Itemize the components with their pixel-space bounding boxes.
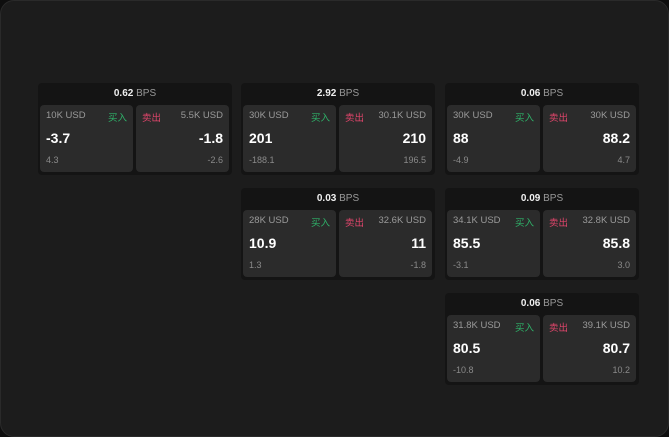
buy-label: 买入 [310, 113, 330, 124]
ask-size: 5.5K USD [180, 110, 223, 121]
spread-header: 0.06 BPS [445, 83, 639, 104]
buy-label: 买入 [107, 113, 127, 124]
spread-unit: BPS [543, 88, 564, 99]
buy-label: 买入 [310, 218, 330, 229]
ask-price: 85.8 [602, 235, 630, 251]
bid-change: -3.1 [453, 260, 469, 270]
bid-change: -10.8 [453, 365, 474, 375]
bid-change: -4.9 [453, 155, 469, 165]
spread-header: 0.62 BPS [38, 83, 232, 104]
buy-quote-button[interactable]: 28K USD 买入 10.9 1.3 [243, 210, 336, 277]
bid-size: 31.8K USD [453, 320, 501, 331]
bid-price: 10.9 [249, 235, 277, 251]
ask-change: -1.8 [410, 260, 426, 270]
sell-quote-button[interactable]: 卖出 5.5K USD -1.8 -2.6 [136, 105, 229, 172]
ask-size: 39.1K USD [582, 320, 630, 331]
buy-label: 买入 [514, 218, 534, 229]
ask-price: 11 [411, 235, 426, 251]
sell-label: 卖出 [549, 113, 569, 124]
bid-size: 34.1K USD [453, 215, 501, 226]
bid-price: 80.5 [453, 340, 481, 356]
spread-value: 2.92 [316, 88, 337, 99]
sell-quote-button[interactable]: 卖出 32.8K USD 85.8 3.0 [543, 210, 636, 277]
buy-quote-button[interactable]: 31.8K USD 买入 80.5 -10.8 [447, 315, 540, 382]
ask-change: 3.0 [617, 260, 630, 270]
ask-size: 30.1K USD [378, 110, 426, 121]
quote-panel: 0.03 BPS 28K USD 买入 10.9 1.3 卖出 32.6K USD … [241, 188, 435, 280]
spread-value: 0.06 [520, 88, 541, 99]
spread-unit: BPS [543, 298, 564, 309]
quote-panel: 0.06 BPS 31.8K USD 买入 80.5 -10.8 卖出 39.1K … [445, 293, 639, 385]
bid-size: 10K USD [46, 110, 86, 121]
buy-quote-button[interactable]: 30K USD 买入 88 -4.9 [447, 105, 540, 172]
spread-header: 0.03 BPS [241, 188, 435, 209]
sell-label: 卖出 [142, 113, 162, 124]
ask-size: 32.6K USD [378, 215, 426, 226]
ask-size: 32.8K USD [582, 215, 630, 226]
spread-unit: BPS [136, 88, 157, 99]
buy-quote-button[interactable]: 34.1K USD 买入 85.5 -3.1 [447, 210, 540, 277]
bid-size: 28K USD [249, 215, 289, 226]
quote-panel: 0.09 BPS 34.1K USD 买入 85.5 -3.1 卖出 32.8K U… [445, 188, 639, 280]
ask-price: -1.8 [198, 130, 223, 146]
buy-quote-button[interactable]: 10K USD 买入 -3.7 4.3 [40, 105, 133, 172]
bid-price: 85.5 [453, 235, 481, 251]
bid-price: 201 [249, 130, 273, 146]
bid-price: 88 [453, 130, 469, 146]
ask-price: 210 [402, 130, 426, 146]
sell-label: 卖出 [345, 218, 365, 229]
spread-unit: BPS [339, 88, 360, 99]
spread-value: 0.06 [520, 298, 541, 309]
spread-header: 0.06 BPS [445, 293, 639, 314]
ask-size: 30K USD [590, 110, 630, 121]
quote-panel: 0.62 BPS 10K USD 买入 -3.7 4.3 卖出 5.5K USD -… [38, 83, 232, 175]
buy-quote-button[interactable]: 30K USD 买入 201 -188.1 [243, 105, 336, 172]
ask-change: 196.5 [403, 155, 426, 165]
spread-unit: BPS [543, 193, 564, 204]
buy-label: 买入 [514, 113, 534, 124]
bid-change: 1.3 [249, 260, 262, 270]
sell-quote-button[interactable]: 卖出 30K USD 88.2 4.7 [543, 105, 636, 172]
bid-size: 30K USD [249, 110, 289, 121]
ask-price: 80.7 [602, 340, 630, 356]
sell-quote-button[interactable]: 卖出 30.1K USD 210 196.5 [339, 105, 432, 172]
ask-change: 4.7 [617, 155, 630, 165]
bid-change: -188.1 [249, 155, 275, 165]
bid-size: 30K USD [453, 110, 493, 121]
ask-change: 10.2 [612, 365, 630, 375]
sell-label: 卖出 [345, 113, 365, 124]
ask-change: -2.6 [207, 155, 223, 165]
bid-price: -3.7 [46, 130, 71, 146]
ask-price: 88.2 [602, 130, 630, 146]
spread-value: 0.09 [520, 193, 541, 204]
sell-quote-button[interactable]: 卖出 32.6K USD 11 -1.8 [339, 210, 432, 277]
sell-label: 卖出 [549, 323, 569, 334]
spread-unit: BPS [339, 193, 360, 204]
sell-quote-button[interactable]: 卖出 39.1K USD 80.7 10.2 [543, 315, 636, 382]
quote-panel: 2.92 BPS 30K USD 买入 201 -188.1 卖出 30.1K US… [241, 83, 435, 175]
bid-change: 4.3 [46, 155, 59, 165]
spread-value: 0.62 [113, 88, 134, 99]
quote-panel: 0.06 BPS 30K USD 买入 88 -4.9 卖出 30K USD 88.… [445, 83, 639, 175]
sell-label: 卖出 [549, 218, 569, 229]
buy-label: 买入 [514, 323, 534, 334]
spread-value: 0.03 [316, 193, 337, 204]
spread-header: 0.09 BPS [445, 188, 639, 209]
spread-header: 2.92 BPS [241, 83, 435, 104]
